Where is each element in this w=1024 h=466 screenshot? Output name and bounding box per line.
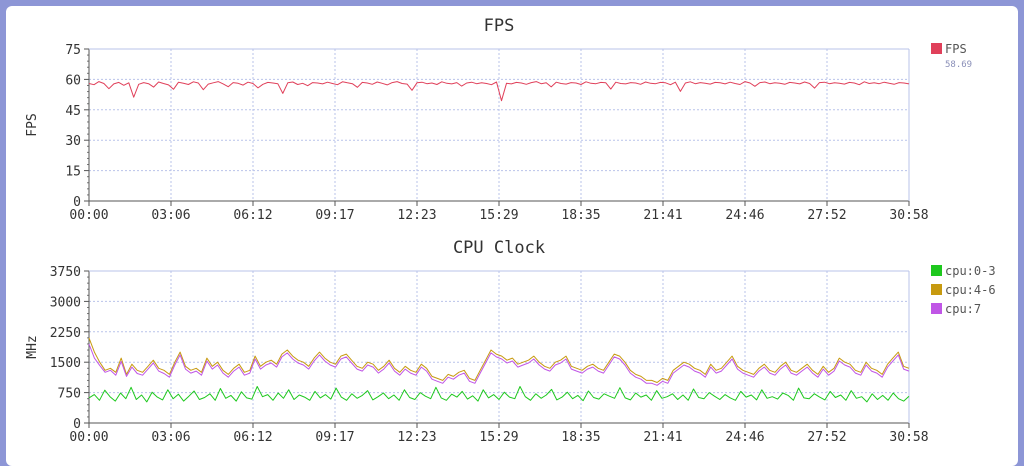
series-line-cpu-7 <box>88 343 910 386</box>
y-tick-label: 3750 <box>50 265 81 280</box>
x-tick-label: 12:23 <box>397 430 436 445</box>
x-tick-label: 09:17 <box>315 430 354 445</box>
x-tick-label: 18:35 <box>561 208 600 223</box>
y-tick-label: 1500 <box>50 356 81 371</box>
x-tick-label: 24:46 <box>725 430 764 445</box>
x-tick-label: 27:52 <box>807 208 846 223</box>
chart-title: FPS <box>484 16 515 36</box>
x-tick-label: 24:46 <box>725 208 764 223</box>
legend-label[interactable]: cpu:0-3 <box>945 264 996 278</box>
legend-label[interactable]: FPS <box>945 42 967 56</box>
x-tick-label: 30:58 <box>889 208 928 223</box>
y-tick-label: 750 <box>58 387 81 402</box>
x-tick-label: 21:41 <box>643 430 682 445</box>
y-tick-label: 2250 <box>50 326 81 341</box>
cpu-clock-chart: CPU Clock MHz 0 750 1500 2250 3000 3750 00:00 03:… <box>25 238 996 445</box>
x-tick-label: 21:41 <box>643 208 682 223</box>
x-tick-label: 27:52 <box>807 430 846 445</box>
legend-swatch[interactable] <box>931 43 942 54</box>
x-tick-label: 03:06 <box>151 430 190 445</box>
chart-title: CPU Clock <box>453 238 545 258</box>
x-tick-label: 15:29 <box>479 430 518 445</box>
x-tick-label: 03:06 <box>151 208 190 223</box>
x-tick-label: 15:29 <box>479 208 518 223</box>
y-tick-label: 60 <box>65 73 81 88</box>
legend-current-value: 58.69 <box>945 60 972 70</box>
y-tick-label: 30 <box>65 134 81 149</box>
x-tick-label: 00:00 <box>69 208 108 223</box>
legend-swatch[interactable] <box>931 265 942 276</box>
x-tick-label: 30:58 <box>889 430 928 445</box>
legend-label[interactable]: cpu:4-6 <box>945 283 996 297</box>
legend-swatch[interactable] <box>931 303 942 314</box>
series-line-cpu-0-3 <box>88 386 910 403</box>
y-tick-label: 15 <box>65 165 81 180</box>
x-tick-label: 09:17 <box>315 208 354 223</box>
x-tick-label: 12:23 <box>397 208 436 223</box>
y-axis-label: FPS <box>25 113 40 136</box>
y-tick-label: 45 <box>65 104 81 119</box>
series-line-fps <box>88 81 910 102</box>
legend-label[interactable]: cpu:7 <box>945 302 981 316</box>
x-tick-label: 18:35 <box>561 430 600 445</box>
y-tick-label: 75 <box>65 43 81 58</box>
y-tick-label: 0 <box>73 195 81 210</box>
x-tick-label: 00:00 <box>69 430 108 445</box>
series-line-cpu-4-6 <box>88 337 910 383</box>
x-tick-label: 06:12 <box>233 430 272 445</box>
y-tick-label: 3000 <box>50 295 81 310</box>
x-tick-label: 06:12 <box>233 208 272 223</box>
fps-chart: FPS FPS 0 15 30 45 60 75 00:00 03:06 06:12 09:17 12:… <box>25 16 972 223</box>
y-axis-label: MHz <box>25 335 40 358</box>
legend-swatch[interactable] <box>931 284 942 295</box>
y-tick-label: 0 <box>73 417 81 432</box>
